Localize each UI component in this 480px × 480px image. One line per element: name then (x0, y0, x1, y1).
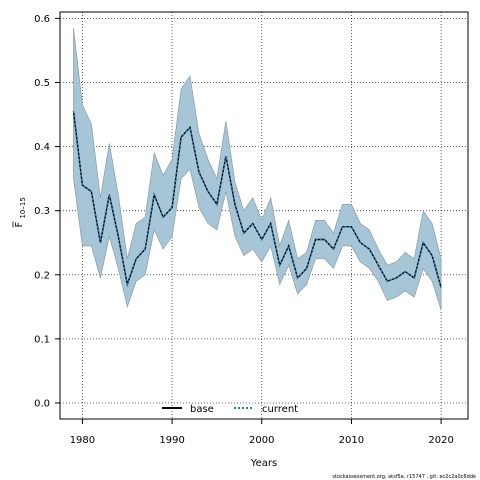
y-axis: 0.0 0.1 0.2 0.3 0.4 0.5 0.6 (34, 14, 60, 409)
grid (60, 12, 468, 419)
x-tick-label: 1990 (159, 435, 184, 446)
footer-credit: stockassessment.org, atsf5a, r15747 , gi… (332, 474, 476, 480)
plot-frame (59, 11, 469, 420)
x-tick-label: 2010 (339, 435, 364, 446)
y-tick-label: 0.6 (34, 14, 50, 25)
y-tick-label: 0.5 (34, 78, 50, 89)
x-tick-label: 2000 (249, 435, 274, 446)
y-axis-title: F 10–15 (12, 197, 27, 228)
x-tick-label: 1980 (70, 435, 95, 446)
y-tick-label: 0.3 (34, 206, 50, 217)
y-tick-label: 0.0 (34, 398, 50, 409)
legend-base-label: base (190, 404, 214, 415)
y-tick-label: 0.1 (34, 334, 50, 345)
x-axis-title: Years (250, 458, 277, 469)
y-tick-label: 0.4 (34, 142, 50, 153)
legend-current-label: current (262, 404, 298, 415)
confidence-band (73, 27, 442, 311)
legend: base current (162, 404, 298, 415)
x-axis: 1980 1990 2000 2010 2020 (70, 419, 454, 446)
x-tick-label: 2020 (428, 435, 453, 446)
y-axis-title-main: F 10–15 (14, 197, 27, 227)
series-current-line (72, 111, 442, 288)
y-tick-label: 0.2 (34, 270, 50, 281)
